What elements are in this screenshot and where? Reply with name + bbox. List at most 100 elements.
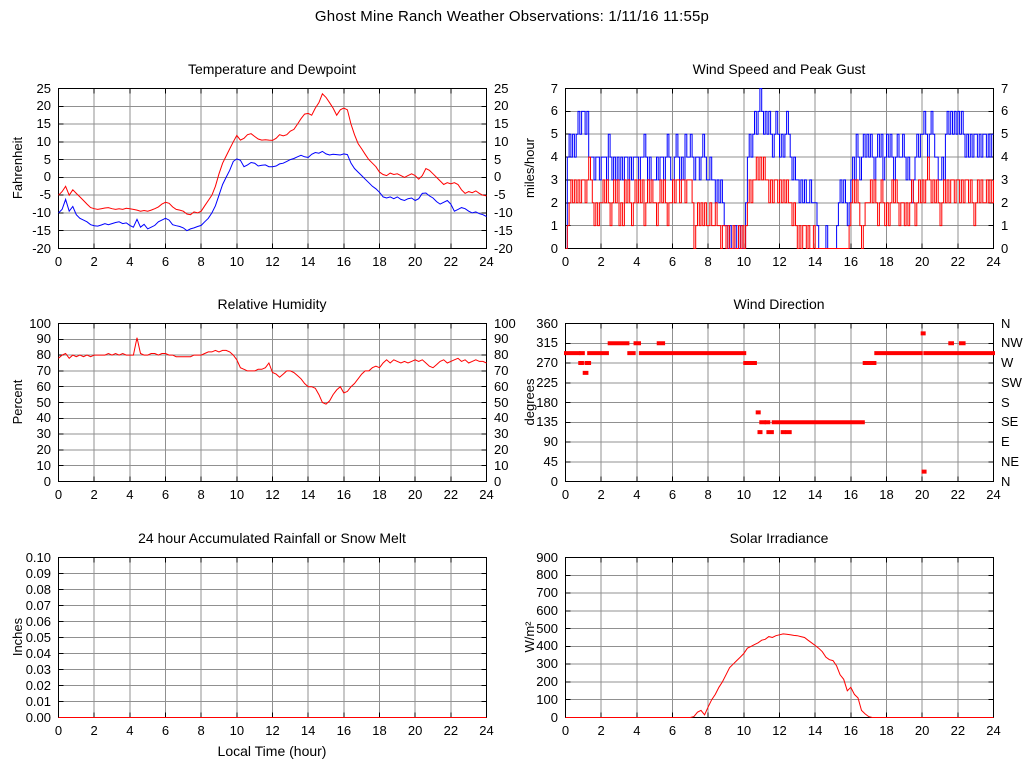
y-tick-label: 100 [536,691,558,707]
wind-direction-points [959,341,966,346]
y-tick-label: 0 [43,169,51,185]
wind-direction-points [607,341,630,346]
y-tick-label-right: E [1001,434,1010,449]
x-tick-label: 10 [229,487,245,502]
wind-direction-points [764,420,771,425]
y-tick-label-right: 90 [494,331,509,347]
y-tick-label: 30 [36,426,51,442]
y-tick-label: 0.08 [25,581,51,597]
x-tick-label: 22 [443,254,459,269]
wind-direction-points [874,351,923,356]
x-tick-label: 4 [126,254,134,269]
x-tick-label: 2 [90,487,98,502]
y-tick-label: 100 [29,315,51,331]
y-tick-label-right: -20 [494,240,513,256]
x-tick-label: 8 [197,723,205,738]
y-tick-label-right: 4 [1001,149,1009,165]
x-tick-label: 22 [950,487,966,502]
x-tick-label: 6 [668,723,677,738]
y-tick-label-right: SW [1001,374,1022,390]
y-tick-label-right: 1 [1001,217,1009,233]
x-tick-label: 12 [265,487,280,502]
x-tick-label: 24 [986,254,1001,269]
x-tick-label: 2 [90,254,98,269]
x-tick-label: 6 [161,254,170,269]
relative-humidity-chart [58,323,487,482]
x-tick-label: 24 [986,723,1001,738]
wind-direction-points [627,351,636,356]
y-tick-label-right: W [1001,355,1014,370]
x-tick-label: 14 [807,723,823,738]
y-tick-label: 2 [550,194,558,210]
y-tick-label: 7 [550,80,558,96]
wind-direction-points [766,430,774,435]
x-tick-label: 16 [843,723,859,738]
y-tick-label-right: 15 [494,116,509,132]
y-tick-label: 10 [36,457,51,473]
x-tick-label: 12 [265,254,280,269]
y-tick-label: 5 [550,126,558,142]
x-tick-label: 18 [879,723,894,738]
y-tick-label: 0.05 [25,629,51,645]
x-axis-label-local-time: Local Time (hour) [217,743,327,759]
x-tick-label: 8 [704,254,712,269]
x-tick-label: 2 [90,723,98,738]
wind-direction-points [920,331,926,336]
wind-direction-points [785,430,792,435]
x-tick-label: 4 [633,487,641,502]
x-tick-label: 20 [914,254,930,269]
x-tick-label: 0 [54,254,63,269]
x-tick-label: 22 [443,487,459,502]
x-tick-label: 8 [197,254,205,269]
wind-direction-points [578,361,584,365]
wind-direction-points [579,351,585,356]
y-tick-label: 225 [536,374,558,390]
x-tick-label: 18 [372,254,387,269]
y-tick-label-right: NE [1001,453,1020,469]
y-tick-label: 10 [36,133,51,149]
y-tick-label: 15 [36,116,51,132]
x-tick-label: 16 [843,487,859,502]
x-tick-label: 0 [561,254,570,269]
y-tick-label-right: 5 [494,151,502,167]
x-tick-label: 0 [561,723,570,738]
y-tick-label: 20 [36,98,51,114]
x-tick-label: 22 [950,254,966,269]
y-tick-label-right: 3 [1001,171,1009,187]
page-title: Ghost Mine Ranch Weather Observations: 1… [314,8,710,25]
y-tick-label-right: -10 [494,204,513,220]
x-tick-label: 4 [633,254,641,269]
x-tick-label: 10 [229,254,245,269]
y-tick-label: 0.09 [25,565,51,581]
y-tick-label: 0.07 [25,597,51,613]
y-tick-label: -15 [32,222,51,238]
x-tick-label: 18 [372,723,387,738]
y-tick-label: 40 [36,410,51,426]
panel-title-wind-direction: Wind Direction [733,296,825,312]
wind-direction-points [582,370,589,375]
wind-direction-points [862,361,877,365]
wind-direction-points [587,351,609,356]
wind-direction-points [771,420,865,425]
y-tick-label-right: 40 [494,410,509,426]
y-tick-label: 300 [536,656,558,672]
panel-title-humidity: Relative Humidity [217,296,327,312]
y-tick-label-right: 0 [494,473,502,489]
y-tick-label: 0.04 [25,645,51,661]
panel-title-temperature: Temperature and Dewpoint [187,61,357,77]
x-tick-label: 14 [807,254,823,269]
y-tick-label: 800 [536,567,558,583]
y-tick-label-right: 25 [494,80,509,96]
y-tick-label: -20 [32,240,51,256]
x-tick-label: 16 [336,254,352,269]
x-tick-label: 20 [407,723,423,738]
x-tick-label: 14 [807,487,823,502]
y-tick-label: 600 [536,602,558,618]
x-tick-label: 10 [229,723,245,738]
x-tick-label: 10 [736,723,752,738]
x-tick-label: 24 [986,487,1001,502]
wind-direction-points [923,351,995,356]
wind-direction-points [564,351,581,356]
wind-direction-points [743,361,757,365]
